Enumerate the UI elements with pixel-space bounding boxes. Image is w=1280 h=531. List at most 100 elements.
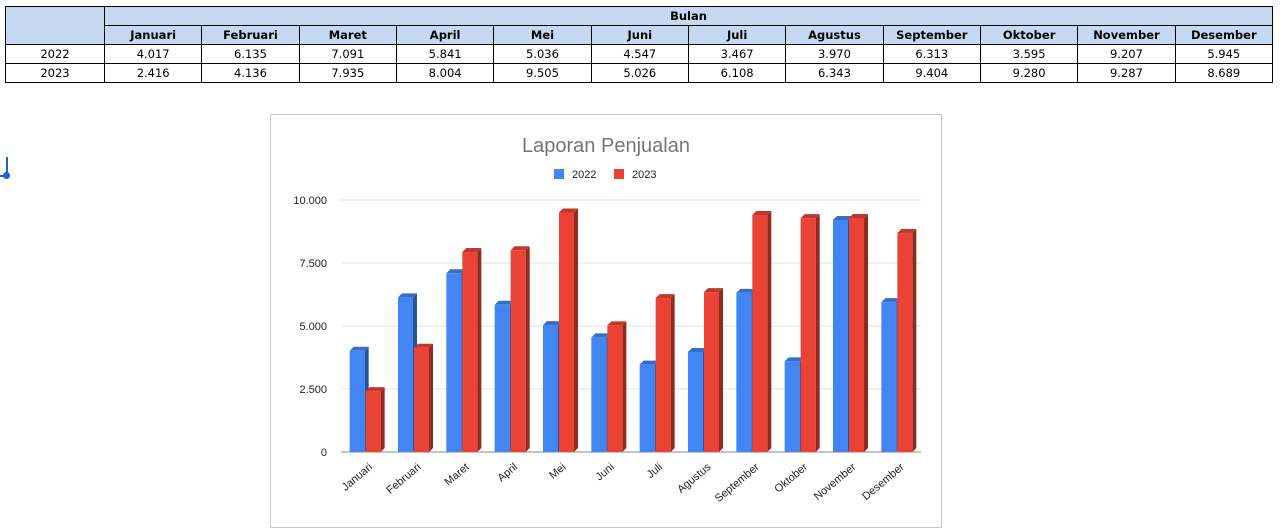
- bar-top: [462, 248, 482, 253]
- value-cell[interactable]: 9.207: [1077, 44, 1176, 64]
- bar-2023: [365, 391, 381, 452]
- bar-2022: [833, 219, 848, 452]
- month-header[interactable]: Februari: [201, 25, 300, 45]
- month-header[interactable]: Agustus: [785, 25, 884, 45]
- bar-top: [510, 246, 530, 251]
- bar-top: [881, 298, 901, 303]
- bar-top: [784, 357, 804, 362]
- x-tick-label: Desember: [860, 461, 907, 503]
- table-row: 2023 2.416 4.136 7.935 8.004 9.505 5.026 6.108 6…: [5, 63, 1274, 83]
- value-cell[interactable]: 9.287: [1077, 63, 1176, 83]
- month-header[interactable]: Desember: [1174, 25, 1274, 45]
- month-header[interactable]: September: [882, 25, 981, 45]
- value-cell[interactable]: 7.091: [298, 44, 397, 64]
- bar-2023: [414, 347, 429, 452]
- bar-2023: [559, 212, 574, 452]
- bar-top: [849, 213, 868, 218]
- month-header[interactable]: Mei: [493, 25, 592, 45]
- bar-side: [574, 208, 578, 452]
- bar-2023: [704, 292, 719, 452]
- value-cell[interactable]: 7.935: [298, 63, 397, 83]
- bar-2022: [591, 337, 607, 452]
- bar-2022: [639, 364, 655, 452]
- value-cell[interactable]: 9.505: [493, 63, 592, 83]
- bar-top: [398, 293, 417, 298]
- bar-top: [494, 300, 514, 305]
- bar-top: [688, 347, 707, 352]
- x-tick-label: Oktober: [772, 461, 810, 496]
- legend-label: 2022: [572, 169, 596, 181]
- value-cell[interactable]: 6.343: [785, 63, 884, 83]
- value-cell[interactable]: 5.026: [590, 63, 689, 83]
- x-tick-label: September: [713, 461, 762, 505]
- bar-top: [607, 321, 627, 326]
- legend-swatch: [554, 169, 564, 179]
- bar-top: [833, 215, 852, 220]
- bar-2022: [881, 302, 897, 452]
- legend-swatch: [614, 169, 624, 179]
- bar-side: [767, 211, 772, 452]
- corner-cell[interactable]: [5, 6, 105, 45]
- value-cell[interactable]: 4.136: [201, 63, 300, 83]
- value-cell[interactable]: 6.108: [687, 63, 787, 83]
- value-cell[interactable]: 9.404: [882, 63, 981, 83]
- value-cell[interactable]: 4.547: [590, 44, 689, 64]
- value-cell[interactable]: 8.689: [1174, 63, 1274, 83]
- value-cell[interactable]: 8.004: [395, 63, 495, 83]
- bar-top: [800, 214, 820, 219]
- bar-side: [912, 229, 917, 452]
- bar-top: [591, 333, 611, 338]
- bar-2022: [398, 297, 413, 452]
- group-header-bulan[interactable]: Bulan: [104, 6, 1273, 26]
- bar-2022: [736, 292, 752, 452]
- selection-handle[interactable]: [3, 172, 10, 179]
- month-header[interactable]: Juni: [590, 25, 689, 45]
- data-table: Bulan Januari Februari Maret April Mei Juni Ju…: [5, 6, 1274, 83]
- value-cell[interactable]: 2.416: [103, 63, 203, 83]
- chart-title: Laporan Penjualan: [522, 135, 690, 157]
- y-tick-label: 5.000: [299, 321, 327, 333]
- bar-side: [525, 246, 530, 452]
- bar-top: [349, 346, 369, 351]
- value-cell[interactable]: 6.313: [882, 44, 981, 64]
- bar-side: [380, 387, 385, 452]
- value-cell[interactable]: 3.595: [979, 44, 1079, 64]
- month-header[interactable]: April: [395, 25, 495, 45]
- bar-2023: [655, 298, 671, 452]
- bar-top: [414, 343, 433, 348]
- x-tick-label: Agustus: [675, 461, 714, 496]
- bar-2023: [897, 233, 913, 452]
- bar-2022: [784, 361, 800, 452]
- month-header[interactable]: Januari: [103, 25, 203, 45]
- month-header[interactable]: Oktober: [979, 25, 1079, 45]
- month-header[interactable]: Maret: [298, 25, 397, 45]
- value-cell[interactable]: 4.017: [103, 44, 203, 64]
- bar-top: [736, 288, 756, 293]
- bar-top: [365, 387, 385, 392]
- bar-2022: [446, 273, 462, 452]
- y-tick-label: 10.000: [293, 195, 327, 207]
- value-cell[interactable]: 6.135: [201, 44, 300, 64]
- value-cell[interactable]: 5.945: [1174, 44, 1274, 64]
- bar-top: [543, 321, 562, 326]
- year-cell[interactable]: 2022: [5, 44, 105, 64]
- bar-2022: [494, 304, 510, 452]
- month-header[interactable]: November: [1077, 25, 1176, 45]
- year-cell[interactable]: 2023: [5, 63, 105, 83]
- table-row: 2022 4.017 6.135 7.091 5.841 5.036 4.547 3.467 3…: [5, 44, 1274, 64]
- legend-label: 2023: [632, 169, 656, 181]
- month-header-row: Januari Februari Maret April Mei Juni Juli Agus…: [6, 25, 1274, 45]
- value-cell[interactable]: 9.280: [979, 63, 1079, 83]
- value-cell[interactable]: 5.036: [493, 44, 592, 64]
- value-cell[interactable]: 3.467: [687, 44, 787, 64]
- bar-top: [639, 360, 659, 365]
- value-cell[interactable]: 5.841: [395, 44, 495, 64]
- value-cell[interactable]: 3.970: [785, 44, 884, 64]
- bar-side: [670, 294, 675, 452]
- bar-2023: [462, 252, 478, 452]
- chart-container[interactable]: Laporan Penjualan 2022 2023 0 2.500 5.000 7.50…: [270, 114, 942, 528]
- x-tick-label: Maret: [443, 461, 472, 488]
- month-header[interactable]: Juli: [687, 25, 787, 45]
- bar-chart[interactable]: Laporan Penjualan 2022 2023 0 2.500 5.000 7.50…: [271, 115, 941, 527]
- y-tick-label: 7.500: [299, 258, 327, 270]
